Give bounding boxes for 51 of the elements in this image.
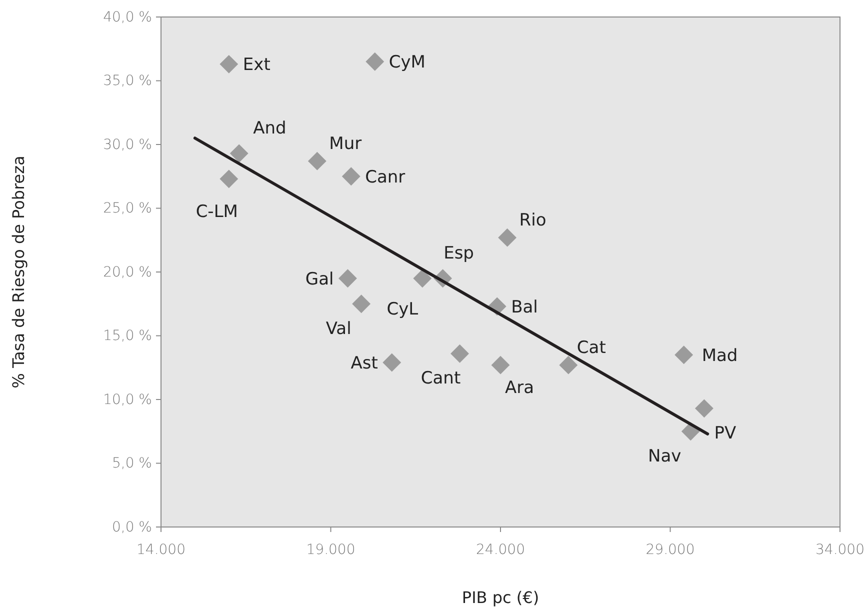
annotation: Mad xyxy=(702,346,738,366)
point xyxy=(413,269,432,288)
annotation: CyL xyxy=(386,299,419,320)
annotation: And xyxy=(253,118,286,138)
point xyxy=(559,356,578,374)
point xyxy=(220,170,238,188)
annotation: Cat xyxy=(576,338,606,358)
annotation: Nav xyxy=(648,446,682,466)
annotation: Ext xyxy=(242,55,271,76)
point xyxy=(352,294,371,314)
point xyxy=(342,167,360,186)
y-tick-label: 5,0 % xyxy=(112,456,152,472)
annotation: CyM xyxy=(388,52,426,73)
x-tick-label: 24.000 xyxy=(476,542,525,558)
y-axis-title: % Tasa de Riesgo de Pobreza xyxy=(9,156,28,388)
x-tick-label: 14.000 xyxy=(136,542,186,558)
point xyxy=(450,344,469,363)
annotation: Bal xyxy=(511,297,538,318)
annotation: Cant xyxy=(420,368,461,389)
y-tick-label: 0,0 % xyxy=(112,519,152,536)
point xyxy=(308,152,326,170)
annotation: Gal xyxy=(305,269,334,290)
point xyxy=(366,52,384,71)
y-tick-label: 15,0 % xyxy=(103,328,152,344)
annotation: Mur xyxy=(329,134,362,154)
y-tick-label: 40,0 % xyxy=(103,9,152,26)
x-tick-label: 29.000 xyxy=(646,542,695,558)
annotation: Esp xyxy=(444,243,474,264)
y-tick-label: 35,0 % xyxy=(103,73,152,90)
point xyxy=(491,356,510,374)
point xyxy=(230,144,248,163)
point xyxy=(674,346,694,364)
point xyxy=(338,269,357,288)
annotation: C-LM xyxy=(196,202,238,222)
annotation: Rio xyxy=(519,210,546,231)
x-axis-title: PIB pc (€) xyxy=(462,588,540,607)
annotation: Ara xyxy=(504,378,534,398)
annotation: PV xyxy=(714,423,736,444)
point xyxy=(382,353,402,372)
point xyxy=(220,54,238,74)
y-tick-label: 25,0 % xyxy=(103,200,152,217)
annotation: Val xyxy=(326,318,352,339)
point xyxy=(498,228,517,247)
x-tick-label: 19.000 xyxy=(306,542,356,558)
y-tick-label: 20,0 % xyxy=(103,264,152,280)
y-tick-label: 10,0 % xyxy=(103,392,152,408)
point xyxy=(694,399,714,418)
x-tick-label: 34.000 xyxy=(816,542,864,558)
annotation: Ast xyxy=(350,354,378,374)
annotation: Canr xyxy=(365,167,406,188)
y-tick-label: 30,0 % xyxy=(103,136,152,153)
